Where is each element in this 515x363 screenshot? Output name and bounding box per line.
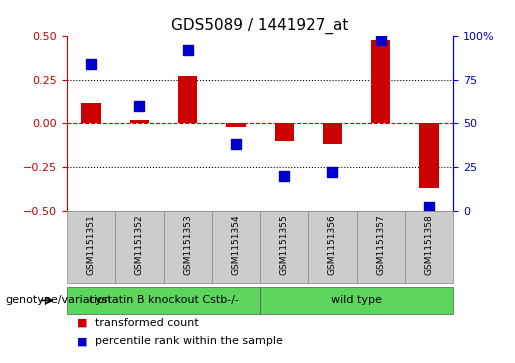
- Bar: [212, 211, 260, 283]
- Text: ■: ■: [77, 318, 88, 328]
- Text: GSM1151355: GSM1151355: [280, 214, 289, 275]
- Point: [183, 47, 192, 53]
- Text: transformed count: transformed count: [95, 318, 199, 328]
- Text: cystatin B knockout Cstb-/-: cystatin B knockout Cstb-/-: [89, 295, 238, 305]
- Bar: [419, 123, 439, 188]
- Text: GSM1151352: GSM1151352: [135, 214, 144, 275]
- Bar: [371, 40, 390, 123]
- Text: GSM1151353: GSM1151353: [183, 214, 192, 275]
- Text: ■: ■: [77, 336, 88, 346]
- Text: GSM1151358: GSM1151358: [424, 214, 434, 275]
- Point: [425, 204, 433, 210]
- Bar: [405, 211, 453, 283]
- Bar: [81, 102, 101, 123]
- Text: GSM1151357: GSM1151357: [376, 214, 385, 275]
- Point: [87, 61, 95, 67]
- Point: [280, 173, 288, 179]
- Point: [329, 169, 337, 175]
- Bar: [226, 123, 246, 127]
- Bar: [67, 211, 115, 283]
- Point: [135, 103, 144, 109]
- Bar: [323, 123, 342, 144]
- Text: percentile rank within the sample: percentile rank within the sample: [95, 336, 283, 346]
- Bar: [274, 123, 294, 141]
- Bar: [115, 211, 163, 283]
- Bar: [356, 211, 405, 283]
- Bar: [260, 287, 453, 314]
- Text: wild type: wild type: [331, 295, 382, 305]
- Text: genotype/variation: genotype/variation: [5, 295, 111, 305]
- Title: GDS5089 / 1441927_at: GDS5089 / 1441927_at: [171, 17, 349, 33]
- Text: GSM1151354: GSM1151354: [231, 214, 241, 275]
- Text: GSM1151351: GSM1151351: [87, 214, 96, 275]
- Text: GSM1151356: GSM1151356: [328, 214, 337, 275]
- Point: [232, 142, 240, 147]
- Point: [376, 37, 385, 43]
- Bar: [260, 211, 308, 283]
- Bar: [163, 211, 212, 283]
- Bar: [178, 76, 197, 123]
- Bar: [130, 120, 149, 123]
- Bar: [308, 211, 356, 283]
- Bar: [67, 287, 260, 314]
